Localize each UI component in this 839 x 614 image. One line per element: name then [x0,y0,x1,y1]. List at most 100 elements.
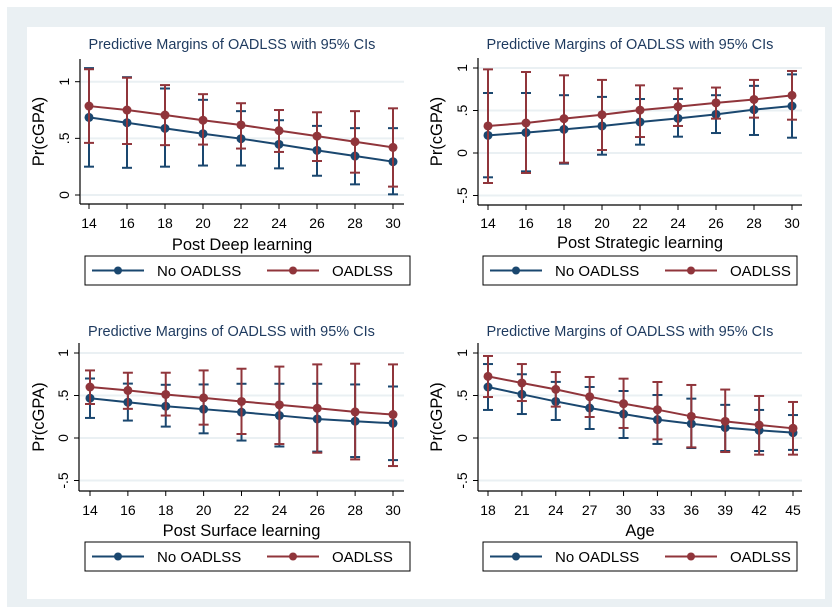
legend-marker-icon [289,552,297,561]
x-tick-label: 26 [708,215,724,231]
x-tick-label: 28 [347,215,363,231]
x-tick-label: 30 [385,502,401,518]
legend-marker-icon [687,266,695,275]
y-tick-label: 1 [454,64,470,72]
x-tick-label: 26 [309,502,325,518]
x-tick-label: 24 [670,215,686,231]
data-point [585,392,595,402]
legend-label: No OADLSS [157,263,241,280]
data-point [312,403,322,413]
x-tick-label: 28 [347,502,363,518]
data-point [754,420,764,430]
x-tick-label: 21 [514,502,530,518]
data-point [652,405,662,415]
data-point [350,137,360,147]
data-point [635,105,645,115]
x-tick-label: 24 [272,502,288,518]
data-point [350,407,360,417]
data-point [619,399,629,409]
legend-marker-icon [114,266,122,275]
legend-label: No OADLSS [555,263,639,280]
x-tick-label: 39 [717,502,733,518]
legend: No OADLSS OADLSS [84,541,411,572]
legend-marker-icon [687,552,695,561]
x-axis-title: Post Strategic learning [557,234,723,252]
data-point [274,126,284,136]
data-point [517,378,527,388]
y-tick-label: .5 [56,132,72,144]
legend: No OADLSS OADLSS [482,255,798,286]
legend-marker-icon [289,266,297,275]
x-tick-label: 30 [616,502,632,518]
legend-entry-oadlss: OADLSS [665,549,791,566]
legend-entry-oadlss: OADLSS [665,263,791,280]
y-tick-label: 1 [454,349,470,357]
legend: No OADLSS OADLSS [84,255,411,286]
data-point [559,114,569,124]
x-tick-label: 33 [650,502,666,518]
legend-label: No OADLSS [555,549,639,566]
data-point [312,131,322,141]
data-point [521,118,531,128]
series-line [487,386,794,434]
x-tick-label: 28 [746,215,762,231]
legend-label: No OADLSS [157,549,241,566]
legend-entry-no-oadlss: No OADLSS [92,549,241,566]
data-point [749,94,759,104]
data-point [483,371,493,381]
chart-title: Predictive Margins of OADLSS with 95% CI… [89,37,376,53]
x-tick-label: 30 [385,215,401,231]
y-tick-label: 0 [55,434,71,442]
graph-region [27,27,825,599]
data-point [788,423,798,433]
x-tick-label: 16 [518,215,534,231]
chart-panel-3: Predictive Margins of OADLSS with 95% CI… [30,324,411,572]
x-tick-label: 20 [196,502,212,518]
series-oadlss [483,68,797,185]
x-tick-label: 24 [548,502,564,518]
legend: No OADLSS OADLSS [482,541,798,572]
y-tick-label: 0 [454,149,470,157]
y-axis-title: Pr(cGPA) [428,97,446,166]
legend-label: OADLSS [730,263,791,280]
legend-entry-oadlss: OADLSS [267,549,393,566]
data-point [274,400,284,410]
data-point [237,396,246,406]
data-point [198,115,208,125]
legend-entry-no-oadlss: No OADLSS [490,549,639,566]
series-oadlss [84,68,398,188]
y-tick-label: 0 [454,434,470,442]
y-tick-label: 1 [55,349,71,357]
x-tick-label: 20 [195,215,211,231]
x-tick-label: 14 [81,215,97,231]
x-tick-label: 36 [684,502,700,518]
legend-label: OADLSS [332,263,393,280]
x-tick-label: 22 [233,215,249,231]
legend-marker-icon [512,552,520,561]
legend-marker-icon [114,552,122,561]
data-point [483,121,493,131]
series-line [487,375,794,430]
x-tick-label: 27 [582,502,598,518]
x-tick-label: 24 [271,215,287,231]
data-point [388,142,398,152]
series-oadlss [85,362,398,468]
y-tick-label: 1 [56,78,72,86]
x-tick-label: 30 [784,215,800,231]
x-tick-label: 18 [157,215,173,231]
series-oadlss [483,354,798,456]
x-axis-title: Post Surface learning [163,522,321,540]
x-tick-label: 20 [594,215,610,231]
x-tick-label: 26 [309,215,325,231]
y-tick-label: -.5 [454,187,470,204]
legend-entry-no-oadlss: No OADLSS [490,263,639,280]
data-point [597,110,607,120]
legend-entry-oadlss: OADLSS [267,263,393,280]
data-point [388,410,398,420]
data-point [161,389,171,399]
data-point [551,384,561,394]
data-point [84,101,94,111]
y-tick-label: .5 [55,389,71,401]
data-point [673,102,683,112]
x-axis-title: Age [625,522,654,540]
